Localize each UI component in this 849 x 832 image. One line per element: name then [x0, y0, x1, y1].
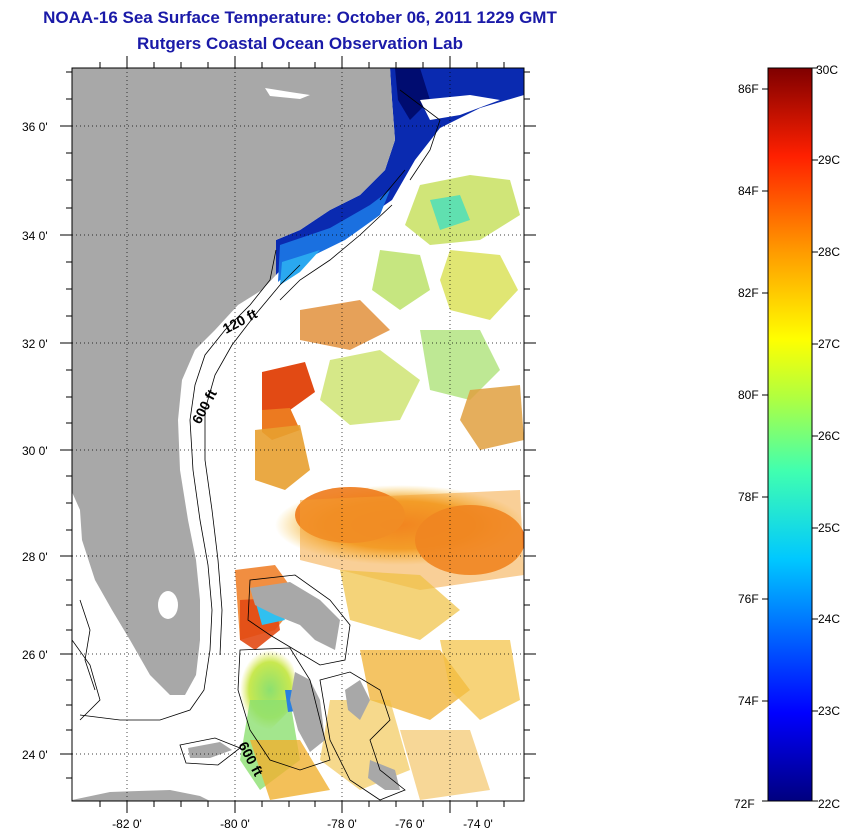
lat-label-34: 34 0' [22, 229, 48, 243]
land-mass [72, 68, 395, 695]
lat-label-26: 26 0' [22, 648, 48, 662]
lon-label-74: -74 0' [463, 817, 493, 831]
colorbar-f-86: 86F [738, 82, 759, 96]
colorbar-c-23: 23C [818, 704, 840, 718]
map-title: NOAA-16 Sea Surface Temperature: October… [43, 8, 557, 27]
colorbar-f-78: 78F [738, 490, 759, 504]
bathymetry-contours [72, 89, 441, 801]
colorbar-f-76: 76F [738, 592, 759, 606]
lat-label-32: 32 0' [22, 337, 48, 351]
lat-label-24: 24 0' [22, 748, 48, 762]
colorbar-c-25: 25C [818, 521, 840, 535]
graticule [72, 68, 524, 801]
colorbar-f-80: 80F [738, 388, 759, 402]
lat-label-30: 30 0' [22, 444, 48, 458]
lon-label-80: -80 0' [220, 817, 250, 831]
colorbar-c-27: 27C [818, 337, 840, 351]
colorbar-c-22: 22C [818, 797, 840, 811]
colorbar-c-26: 26C [818, 429, 840, 443]
map-subtitle: Rutgers Coastal Ocean Observation Lab [137, 34, 463, 53]
colorbar-c-28: 28C [818, 245, 840, 259]
lon-label-78: -78 0' [327, 817, 357, 831]
colorbar [767, 67, 813, 802]
lat-label-28: 28 0' [22, 550, 48, 564]
colorbar-f-72: 72F [734, 797, 755, 811]
colorbar-f-74: 74F [738, 694, 759, 708]
axis-ticks [60, 56, 536, 813]
colorbar-c-29: 29C [818, 153, 840, 167]
colorbar-f-84: 84F [738, 184, 759, 198]
lon-label-76: -76 0' [395, 817, 425, 831]
lon-label-82: -82 0' [112, 817, 142, 831]
lat-label-36: 36 0' [22, 120, 48, 134]
colorbar-c-24: 24C [818, 612, 840, 626]
colorbar-f-82: 82F [738, 286, 759, 300]
colorbar-c-30: 30C [816, 63, 838, 77]
colorbar-ticks [762, 67, 818, 802]
